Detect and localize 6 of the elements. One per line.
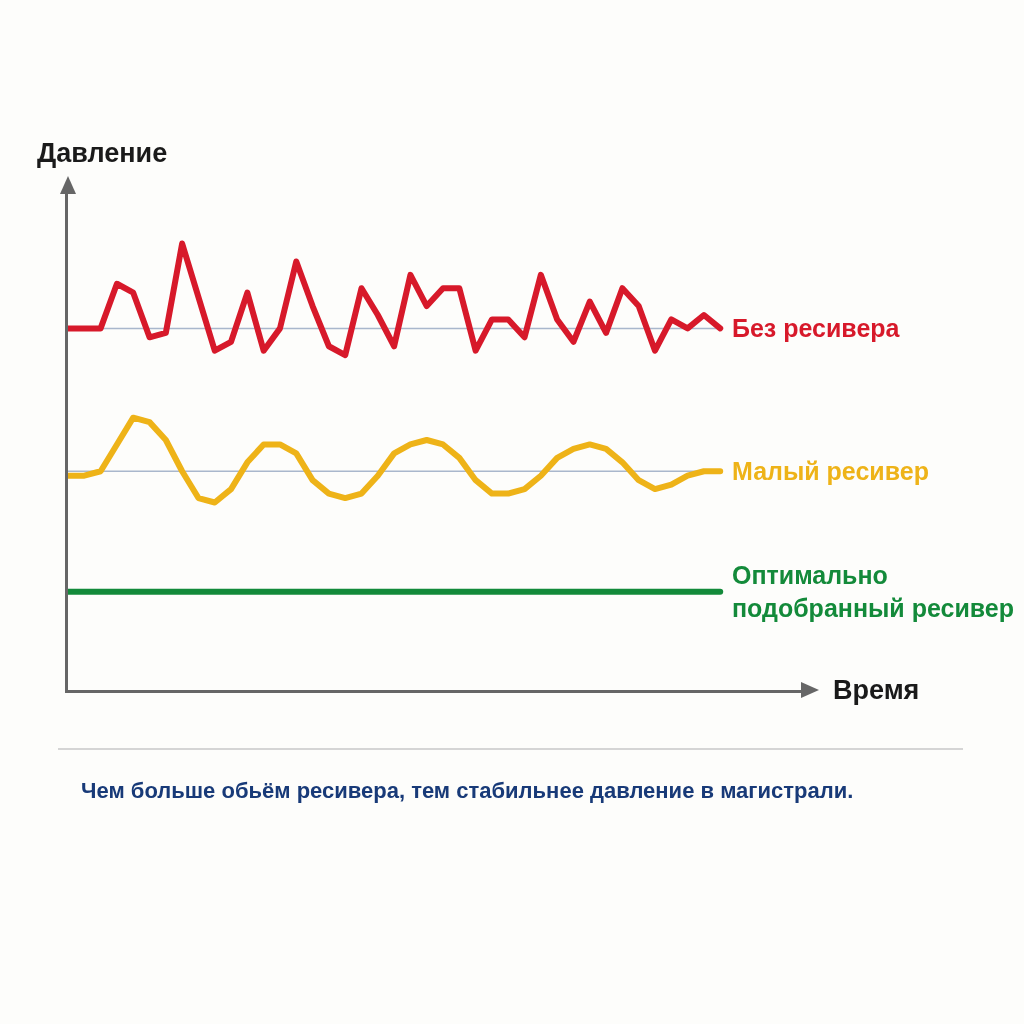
series-label: Оптимально подобранный ресивер xyxy=(732,561,1014,622)
series-label: Малый ресивер xyxy=(732,457,929,485)
y-axis-title: Давление xyxy=(37,138,168,168)
series-label: Без ресивера xyxy=(732,314,901,342)
text: Чем больше обьём ресивера, тем стабильнее давление в магистрали. xyxy=(81,778,854,803)
x-axis-title: Время xyxy=(833,675,920,705)
